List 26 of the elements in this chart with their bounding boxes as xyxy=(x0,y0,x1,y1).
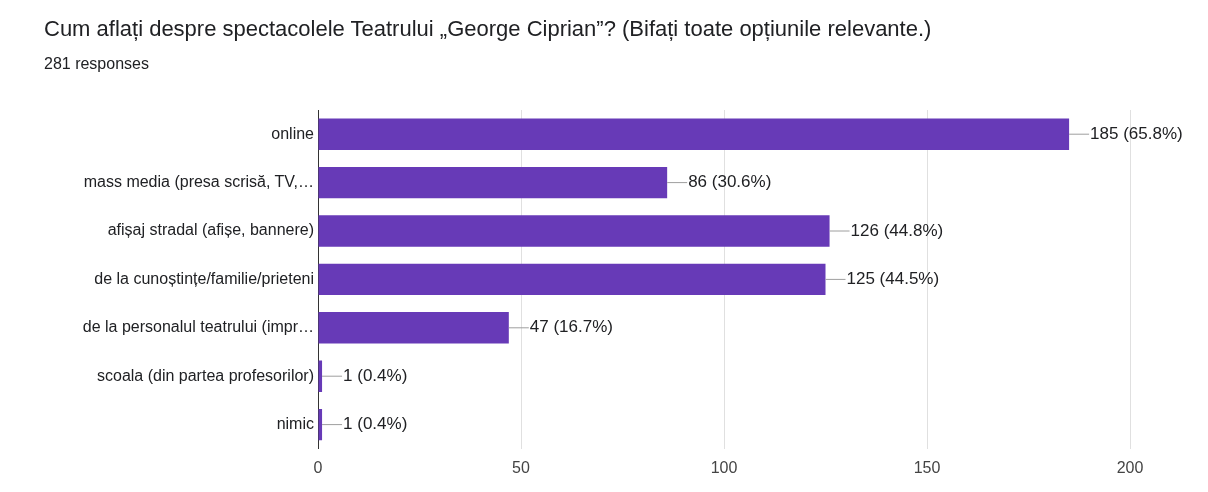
y-tick-label: scoala (din partea profesorilor) xyxy=(97,366,314,384)
data-label: 1 (0.4%) xyxy=(343,365,408,385)
text: 281 responses xyxy=(44,55,149,73)
y-tick-label: de la personalul teatrului (impr… xyxy=(82,318,314,336)
y-tick-label: de la cunoștințe/familie/prieteni xyxy=(94,269,314,287)
y-tick-label: mass media (presa scrisă, TV,… xyxy=(83,173,314,191)
bar xyxy=(318,118,1070,150)
bar xyxy=(318,166,668,199)
data-label: 126 (44.8%) xyxy=(850,220,944,240)
x-tick-label: 100 xyxy=(710,458,738,476)
x-tick-label: 50 xyxy=(512,458,530,476)
data-label: 86 (30.6%) xyxy=(688,172,772,192)
x-tick-label: 150 xyxy=(913,458,941,476)
data-label: 125 (44.5%) xyxy=(846,269,940,289)
bar xyxy=(318,312,509,344)
x-tick-label: 0 xyxy=(313,458,323,476)
data-label: 47 (16.7%) xyxy=(529,317,613,337)
data-label: 185 (65.8%) xyxy=(1090,123,1183,143)
data-label: 1 (0.4%) xyxy=(343,414,408,434)
chart-title: Cum aflați despre spectacolele Teatrului „George Ciprian”? (Bifați toate opțiunile relevante.) xyxy=(44,16,932,42)
x-tick-label: 200 xyxy=(1116,458,1144,476)
y-tick-label: online xyxy=(271,124,315,142)
bar xyxy=(318,263,826,296)
y-tick-label: afișaj stradal (afișe, bannere) xyxy=(107,221,314,239)
bar xyxy=(318,215,830,247)
y-tick-label: nimic xyxy=(276,415,314,433)
